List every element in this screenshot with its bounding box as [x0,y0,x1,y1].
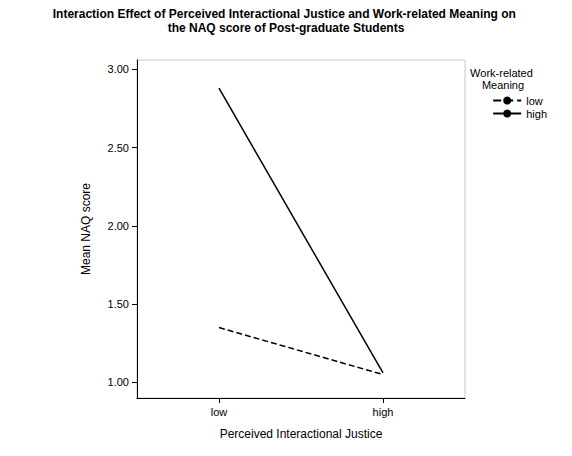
svg-text:low: low [526,95,543,107]
svg-text:low: low [211,406,228,418]
svg-text:1.00: 1.00 [108,376,129,388]
svg-text:1.50: 1.50 [108,298,129,310]
svg-text:Mean NAQ score: Mean NAQ score [79,183,93,275]
svg-text:Perceived Interactional Justic: Perceived Interactional Justice [220,427,383,441]
svg-text:3.00: 3.00 [108,63,129,75]
svg-text:high: high [373,406,394,418]
svg-text:2.00: 2.00 [108,220,129,232]
svg-text:2.50: 2.50 [108,142,129,154]
svg-text:Interaction Effect of Perceive: Interaction Effect of Perceived Interact… [53,7,520,21]
svg-text:Work-related: Work-related [470,67,536,79]
svg-text:Meaning: Meaning [482,79,524,91]
svg-text:the NAQ score of Post-graduate: the NAQ score of Post-graduate Students [168,21,405,35]
svg-text:high: high [526,108,547,120]
